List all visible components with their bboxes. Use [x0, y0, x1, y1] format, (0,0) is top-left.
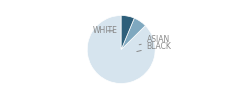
Text: ASIAN: ASIAN: [139, 36, 170, 45]
Wedge shape: [121, 18, 145, 50]
Text: BLACK: BLACK: [137, 42, 172, 52]
Wedge shape: [87, 16, 155, 84]
Text: WHITE: WHITE: [92, 26, 117, 35]
Wedge shape: [121, 16, 134, 50]
